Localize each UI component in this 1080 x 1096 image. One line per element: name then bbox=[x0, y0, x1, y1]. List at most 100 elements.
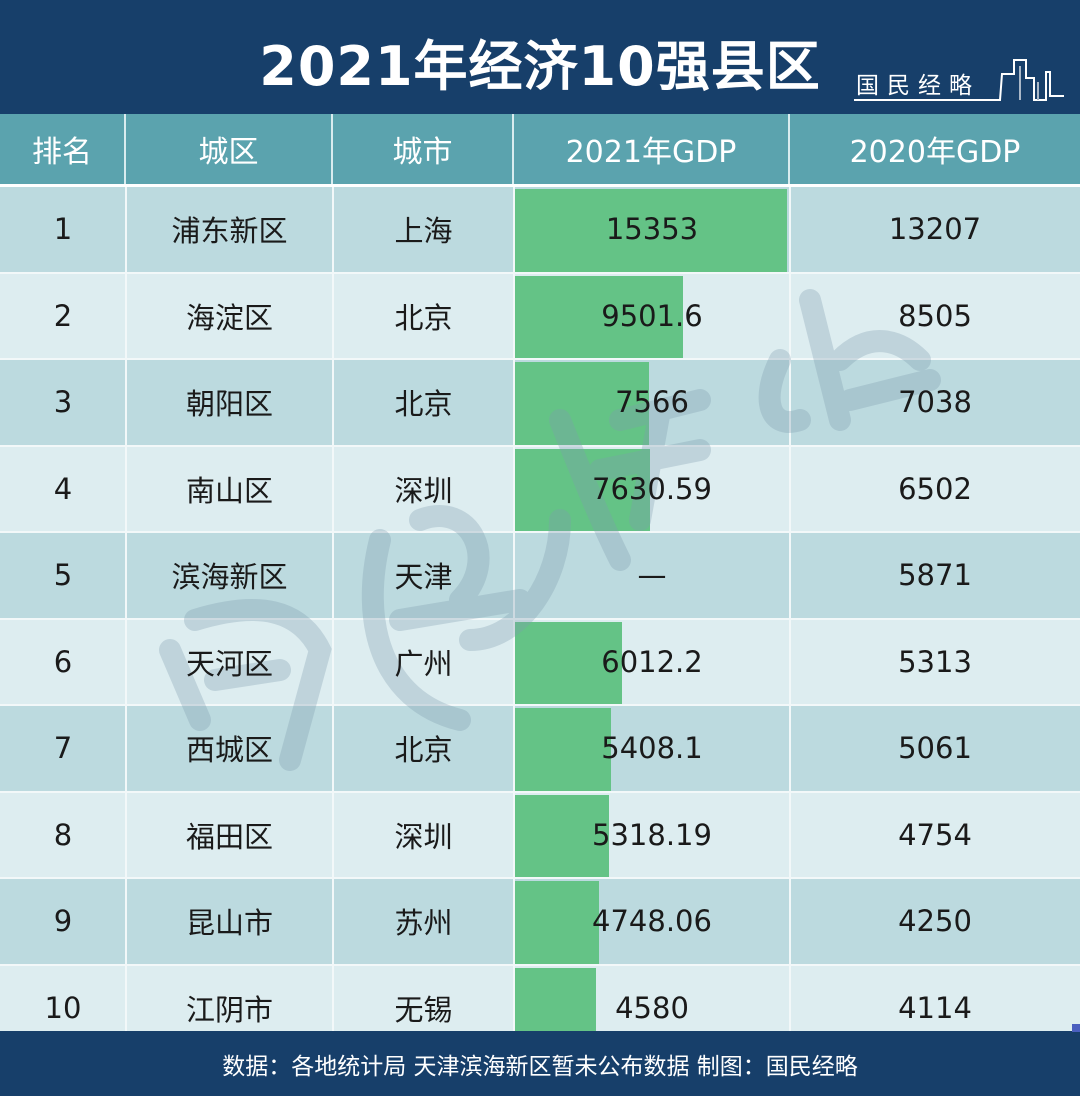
gdp2020-cell: 4754 bbox=[898, 817, 972, 852]
district-cell: 浦东新区 bbox=[171, 214, 288, 249]
city-cell: 广州 bbox=[394, 646, 453, 681]
column-divider bbox=[789, 273, 791, 358]
column-divider bbox=[332, 965, 334, 1050]
column-divider bbox=[125, 619, 127, 704]
district-cell: 滨海新区 bbox=[171, 560, 288, 595]
gdp2020-cell: 4114 bbox=[898, 990, 972, 1025]
column-divider bbox=[513, 879, 515, 964]
district-cell: 昆山市 bbox=[185, 906, 273, 941]
city-cell: 苏州 bbox=[394, 906, 453, 941]
gdp2020-cell: 13207 bbox=[888, 212, 982, 247]
district-cell: 南山区 bbox=[185, 473, 273, 508]
city-cell: 北京 bbox=[394, 387, 453, 422]
rank-cell: 10 bbox=[44, 990, 82, 1025]
column-divider bbox=[125, 446, 127, 531]
rank-cell: 9 bbox=[53, 904, 73, 939]
table-row: 10 江阴市 无锡 4580 4114 bbox=[0, 965, 1080, 1050]
row-divider bbox=[0, 271, 1080, 274]
gdp2020-cell: 8505 bbox=[898, 298, 972, 333]
table-row: 1 浦东新区 上海 15353 13207 bbox=[0, 187, 1080, 272]
gdp2021-cell: 7566 bbox=[615, 385, 689, 420]
column-divider bbox=[513, 965, 515, 1050]
gdp2020-cell: 7038 bbox=[898, 385, 972, 420]
table-row: 3 朝阳区 北京 7566 7038 bbox=[0, 360, 1080, 445]
row-divider bbox=[0, 704, 1080, 706]
gdp2020-cell: 5061 bbox=[898, 731, 972, 766]
column-divider bbox=[332, 446, 334, 531]
row-divider bbox=[0, 963, 1080, 966]
rank-cell: 3 bbox=[53, 385, 73, 420]
gdp2020-cell: 5871 bbox=[898, 558, 972, 593]
gdp2021-data-bar bbox=[515, 708, 611, 791]
rank-cell: 8 bbox=[53, 817, 73, 852]
column-divider bbox=[513, 533, 515, 618]
column-divider bbox=[789, 965, 791, 1050]
column-divider bbox=[513, 706, 515, 791]
city-cell: 深圳 bbox=[394, 819, 453, 854]
column-divider bbox=[513, 187, 515, 272]
column-divider bbox=[789, 446, 791, 531]
column-divider bbox=[789, 792, 791, 877]
table-row: 6 天河区 广州 6012.2 5313 bbox=[0, 619, 1080, 704]
rank-cell: 6 bbox=[53, 644, 73, 679]
column-divider bbox=[332, 273, 334, 358]
gdp2021-cell: 4748.06 bbox=[592, 904, 712, 939]
rank-cell: 1 bbox=[53, 212, 73, 247]
gdp2021-cell: 5318.19 bbox=[592, 817, 712, 852]
corner-mark bbox=[1072, 1024, 1080, 1032]
gdp2021-data-bar bbox=[515, 189, 787, 272]
column-divider bbox=[789, 706, 791, 791]
table-row: 8 福田区 深圳 5318.19 4754 bbox=[0, 792, 1080, 877]
column-divider bbox=[513, 273, 515, 358]
column-divider bbox=[125, 879, 127, 964]
gdp2020-cell: 4250 bbox=[898, 904, 972, 939]
source-text: 数据：各地统计局 天津滨海新区暂未公布数据 制图：国民经略 bbox=[222, 1053, 858, 1080]
gdp2021-cell: 5408.1 bbox=[601, 731, 703, 766]
rank-cell: 7 bbox=[53, 731, 73, 766]
row-divider bbox=[0, 790, 1080, 793]
column-divider bbox=[125, 533, 127, 618]
column-divider bbox=[513, 446, 515, 531]
column-divider bbox=[125, 187, 127, 272]
gdp2021-data-bar bbox=[515, 362, 649, 445]
table-row: 5 滨海新区 天津 — 5871 bbox=[0, 533, 1080, 618]
column-divider bbox=[125, 706, 127, 791]
column-header-gdp2020: 2020年GDP bbox=[790, 114, 1080, 184]
table-row: 9 昆山市 苏州 4748.06 4250 bbox=[0, 879, 1080, 964]
district-cell: 西城区 bbox=[185, 733, 273, 768]
row-divider bbox=[0, 358, 1080, 360]
column-divider bbox=[789, 533, 791, 618]
column-divider bbox=[513, 619, 515, 704]
gdp2021-cell: 6012.2 bbox=[601, 644, 703, 679]
brand-logo: 国民经略 bbox=[852, 56, 1070, 108]
footer-source-note: 数据：各地统计局 天津滨海新区暂未公布数据 制图：国民经略 bbox=[0, 1031, 1080, 1096]
page-title: 2021年经济10强县区 bbox=[259, 35, 821, 98]
column-divider bbox=[513, 792, 515, 877]
row-divider bbox=[0, 531, 1080, 533]
column-divider bbox=[332, 792, 334, 877]
header-divider bbox=[0, 184, 1080, 187]
title-bar: 2021年经济10强县区 国民经略 bbox=[0, 0, 1080, 114]
brand-name: 国民经略 bbox=[856, 73, 980, 99]
city-cell: 深圳 bbox=[394, 473, 453, 508]
column-header-rank: 排名 bbox=[0, 114, 126, 184]
gdp2021-data-bar bbox=[515, 621, 622, 704]
rank-cell: 5 bbox=[53, 558, 73, 593]
gdp2021-data-bar bbox=[515, 881, 599, 964]
column-header-city: 城市 bbox=[333, 114, 514, 184]
column-divider bbox=[789, 360, 791, 445]
district-cell: 海淀区 bbox=[185, 300, 273, 335]
column-divider bbox=[332, 533, 334, 618]
column-divider bbox=[332, 619, 334, 704]
city-cell: 北京 bbox=[394, 300, 453, 335]
district-cell: 朝阳区 bbox=[185, 387, 273, 422]
table-row: 7 西城区 北京 5408.1 5061 bbox=[0, 706, 1080, 791]
column-divider bbox=[125, 965, 127, 1050]
column-divider bbox=[332, 706, 334, 791]
table-row: 2 海淀区 北京 9501.6 8505 bbox=[0, 273, 1080, 358]
column-divider bbox=[789, 619, 791, 704]
gdp2021-cell: 4580 bbox=[615, 990, 689, 1025]
city-cell: 北京 bbox=[394, 733, 453, 768]
column-divider bbox=[332, 360, 334, 445]
gdp2021-cell: 15353 bbox=[605, 212, 699, 247]
